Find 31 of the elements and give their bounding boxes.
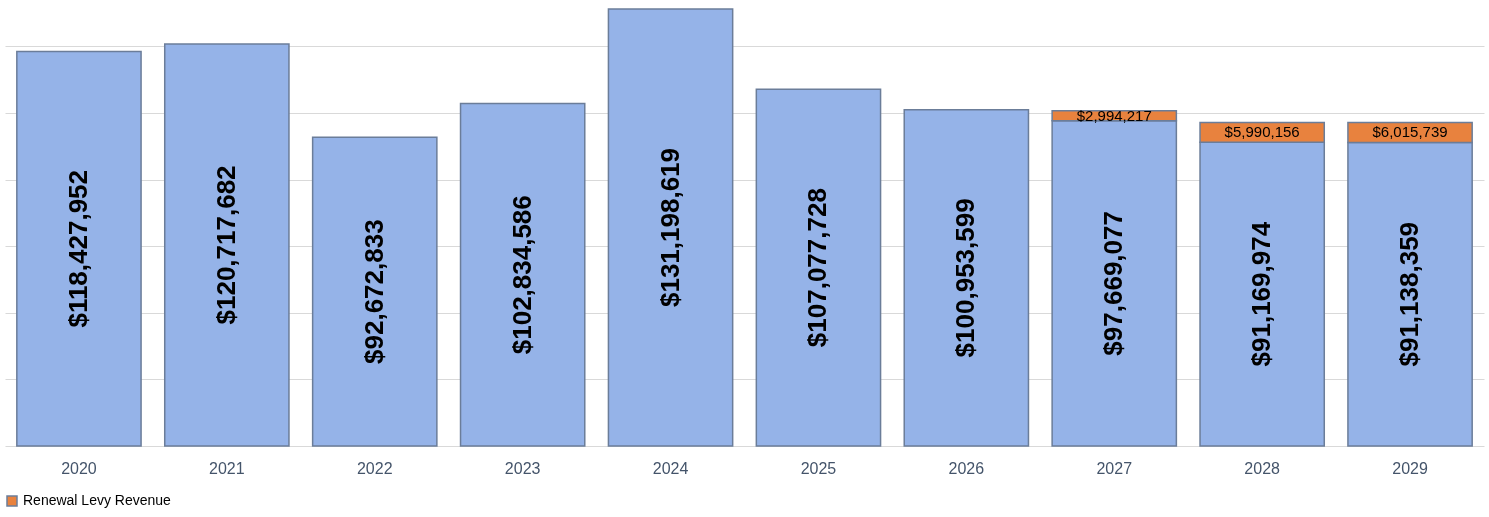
bar — [16, 50, 142, 447]
legend-label: Renewal Levy Revenue — [23, 492, 172, 508]
bar — [903, 108, 1030, 447]
x-tick-label: 2020 — [61, 459, 97, 477]
data-label: $102,834,586 — [506, 195, 537, 355]
bar — [163, 43, 290, 447]
x-tick-label: 2027 — [1096, 459, 1133, 477]
data-label: $97,669,077 — [1098, 211, 1129, 356]
data-label: $6,015,739 — [1372, 123, 1448, 141]
x-tick-label: 2024 — [652, 459, 689, 477]
data-label: $131,198,619 — [654, 147, 685, 308]
data-label: $107,077,728 — [802, 188, 833, 348]
data-label: $118,427,952 — [62, 169, 93, 328]
data-label: $120,717,682 — [210, 165, 241, 325]
bar — [607, 8, 734, 447]
data-label: $92,672,833 — [358, 219, 389, 364]
data-label: $91,169,974 — [1246, 221, 1277, 367]
data-label: $2,994,217 — [1076, 106, 1152, 124]
bar — [755, 88, 882, 447]
x-tick-label: 2021 — [209, 459, 245, 477]
x-tick-label: 2025 — [800, 459, 837, 477]
data-label: $91,138,359 — [1394, 221, 1425, 367]
x-tick-label: 2029 — [1392, 459, 1428, 477]
x-tick-label: 2023 — [504, 459, 541, 477]
x-tick-label: 2026 — [948, 459, 985, 477]
bar — [459, 102, 586, 447]
x-tick-label: 2022 — [356, 459, 393, 477]
data-label: $100,953,599 — [950, 198, 981, 358]
bar — [311, 136, 438, 447]
x-tick-label: 2028 — [1244, 459, 1281, 477]
data-label: $5,990,156 — [1224, 123, 1300, 141]
